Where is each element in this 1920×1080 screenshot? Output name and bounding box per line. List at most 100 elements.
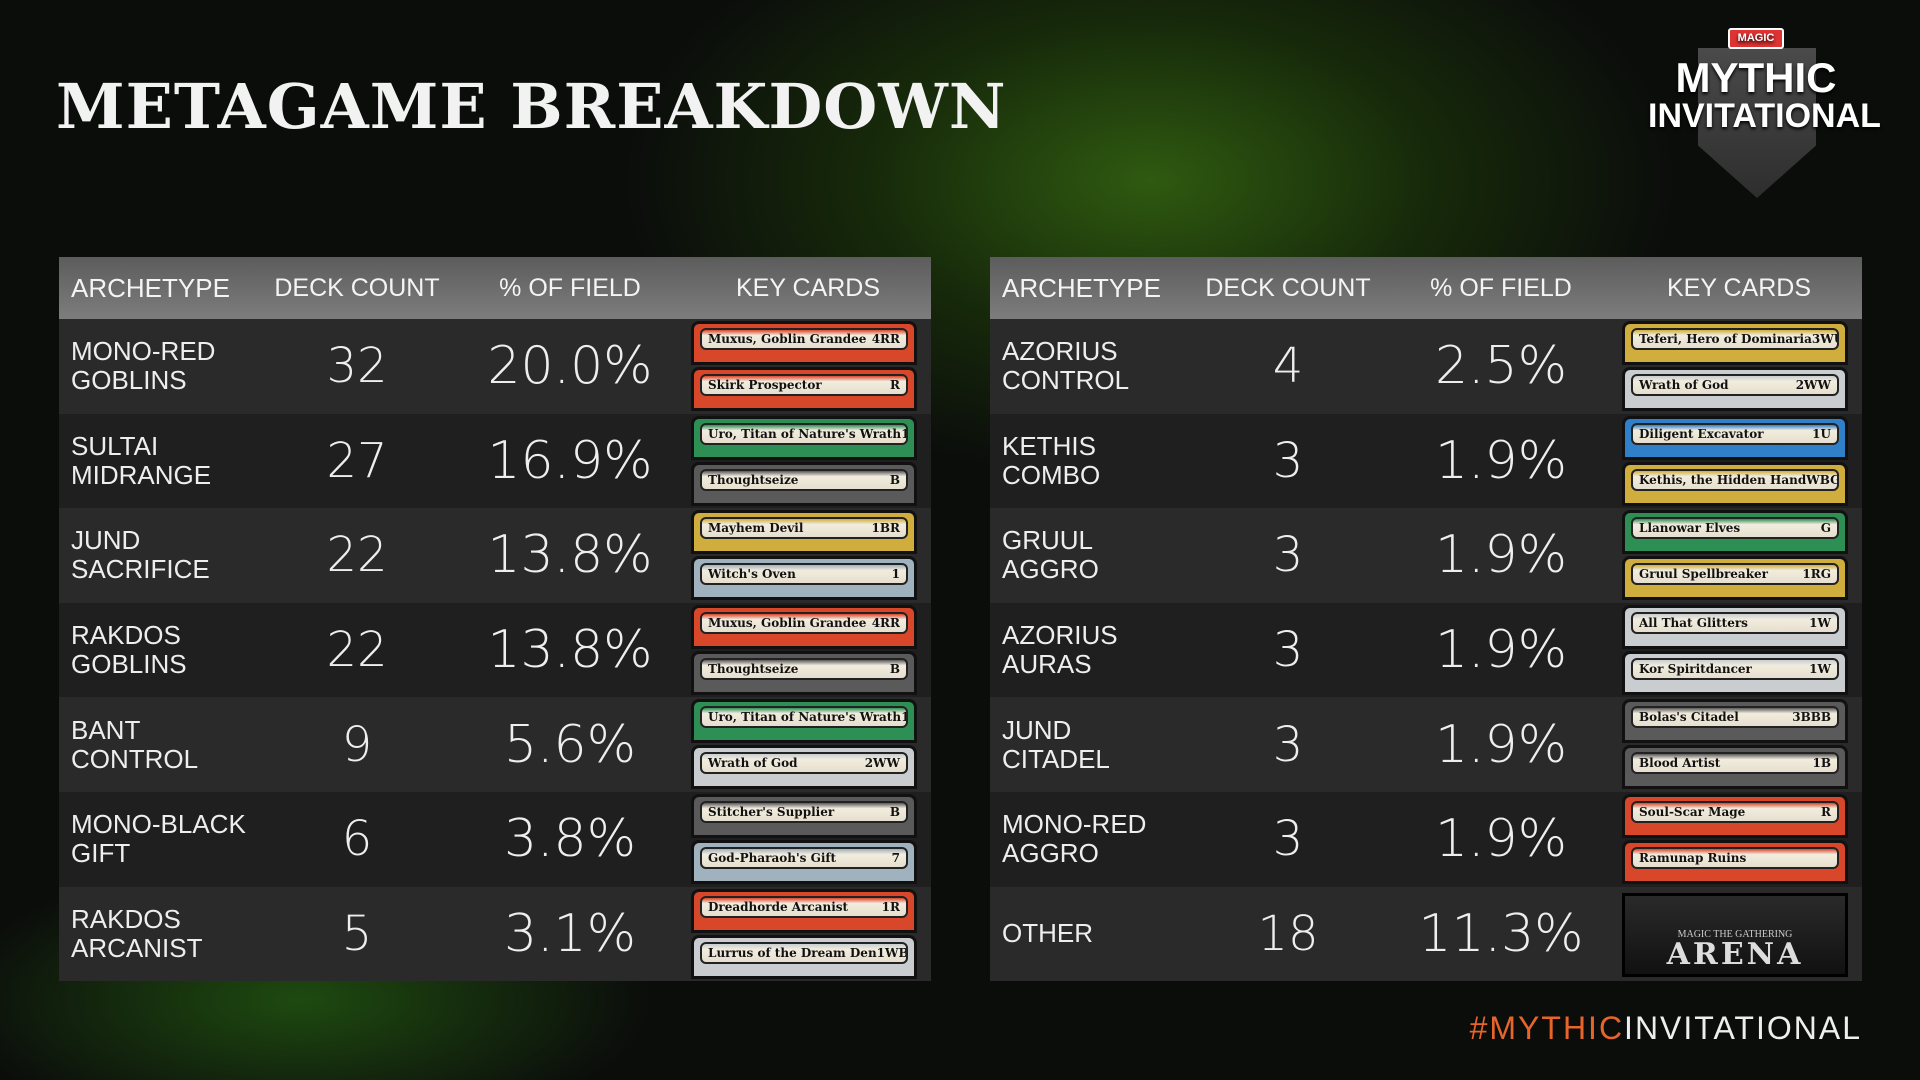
key-card: Gruul Spellbreaker 1RG <box>1622 556 1848 601</box>
archetype-line: GIFT <box>71 838 131 869</box>
card-name: Llanowar Elves <box>1639 521 1741 536</box>
percent-of-field: 13.8% <box>487 620 653 681</box>
card-title-bar: Ramunap Ruins <box>1631 846 1839 869</box>
table-row: JUND SACRIFICE 22 13.8% Mayhem Devil 1BR Witch… <box>59 508 931 603</box>
mana-cost: 2WW <box>864 756 900 771</box>
card-title-bar: Skirk Prospector R <box>700 374 908 396</box>
archetype-line: AZORIUS <box>1002 336 1118 367</box>
table-row: AZORIUS AURAS 3 1.9% All That Glitters 1W Kor … <box>990 602 1862 698</box>
metagame-table-right: ARCHETYPE DECK COUNT % OF FIELD KEY CARDS AZ… <box>990 257 1862 982</box>
arena-text: ARENA <box>1666 936 1804 972</box>
mana-cost: B <box>889 804 900 819</box>
archetype-line: MONO-RED <box>71 336 216 367</box>
key-card: All That Glitters 1W <box>1622 604 1848 649</box>
archetype-line: JUND <box>71 525 141 556</box>
arena-sub: MAGIC THE GATHERING <box>1677 928 1793 940</box>
key-card: Mayhem Devil 1BR <box>691 510 917 555</box>
key-card: Ramunap Ruins <box>1622 839 1848 884</box>
archetype-name: RAKDOS ARCANIST <box>59 903 259 963</box>
table-row: MONO-BLACK GIFT 6 3.8% Stitcher's Supplier B G… <box>59 791 931 887</box>
card-title-bar: Lurrus of the Dream Den 1WB <box>700 941 908 964</box>
card-name: Gruul Spellbreaker <box>1639 567 1768 582</box>
key-cards: Dreadhorde Arcanist 1R Lurrus of the Dream… <box>685 887 931 982</box>
card-name: Witch's Oven <box>708 567 796 582</box>
archetype-line: MONO-RED <box>1002 809 1147 840</box>
key-card: Teferi, Hero of Dominaria3WU <box>1622 321 1848 365</box>
mana-cost: 1WB <box>876 945 908 960</box>
card-name: All That Glitters <box>1639 615 1748 630</box>
table-row: MONO-RED AGGRO 3 1.9% Soul-Scar Mage R Ramunap… <box>990 791 1862 887</box>
key-card: Thoughtseize B <box>691 461 917 506</box>
card-title-bar: All That Glitters 1W <box>1631 611 1839 634</box>
deck-count: 3 <box>1272 432 1304 489</box>
archetype-line: MIDRANGE <box>71 459 212 490</box>
mana-cost: 1BR <box>871 521 900 536</box>
mana-cost: 3BBB <box>1792 710 1831 725</box>
card-title-bar: Muxus, Goblin Grandee 4RR <box>700 328 908 350</box>
key-card: Blood Artist 1B <box>1622 745 1848 790</box>
table-header: ARCHETYPE DECK COUNT % OF FIELD KEY CARDS <box>990 257 1862 319</box>
archetype-line: RAKDOS <box>71 903 181 934</box>
card-name: Teferi, Hero of Dominaria <box>1639 332 1812 346</box>
column-header: DECK COUNT <box>1205 273 1371 302</box>
percent-of-field: 3.8% <box>503 809 637 870</box>
mana-cost: 4RR <box>871 615 900 630</box>
mana-cost: 1GU <box>901 427 906 441</box>
mythic-invitational-logo: MAGIC MYTHIC INVITATIONAL <box>1648 26 1881 198</box>
card-name: Wrath of God <box>708 756 798 771</box>
card-name: Mayhem Devil <box>708 521 804 536</box>
percent-of-field: 16.9% <box>487 430 653 491</box>
card-title-bar: Wrath of God 2WW <box>700 752 908 775</box>
table-body: MONO-RED GOBLINS 32 20.0% Muxus, Goblin Gran… <box>59 319 931 982</box>
deck-count: 3 <box>1272 527 1304 584</box>
table-row: OTHER 18 11.3% MAGIC THE GATHERING ARENA <box>990 886 1862 982</box>
logo-line2: INVITATIONAL <box>1648 97 1881 135</box>
key-card: Thoughtseize B <box>691 650 917 695</box>
deck-count: 6 <box>341 811 373 868</box>
key-cards: Teferi, Hero of Dominaria3WU Wrath of God… <box>1616 319 1862 414</box>
card-title-bar: Witch's Oven 1 <box>700 563 908 586</box>
card-title-bar: Soul-Scar Mage R <box>1631 800 1839 823</box>
card-name: Kor Spiritdancer <box>1639 661 1752 676</box>
percent-of-field: 1.9% <box>1434 430 1568 491</box>
archetype-line: JUND <box>1002 714 1072 745</box>
key-card: Skirk Prospector R <box>691 367 917 411</box>
card-name: Diligent Excavator <box>1639 426 1764 441</box>
percent-of-field: 13.8% <box>487 525 653 586</box>
archetype-name: BANT CONTROL <box>59 715 259 774</box>
archetype-line: CONTROL <box>71 743 199 774</box>
mana-cost: 1GU <box>901 710 906 724</box>
mana-cost: B <box>889 472 900 487</box>
hashtag-mythic: #MYTHIC <box>1469 1010 1625 1046</box>
percent-of-field: 2.5% <box>1434 336 1568 397</box>
percent-of-field: 1.9% <box>1434 809 1568 870</box>
archetype-name: MONO-BLACK GIFT <box>59 810 259 868</box>
archetype-line: RAKDOS <box>71 620 181 651</box>
key-card: Stitcher's Supplier B <box>691 793 917 838</box>
key-card: God-Pharaoh's Gift 7 <box>691 839 917 884</box>
key-cards: Diligent Excavator 1U Kethis, the Hidden H… <box>1616 414 1862 509</box>
table-row: SULTAI MIDRANGE 27 16.9% Uro, Titan of Natur… <box>59 413 931 509</box>
card-title-bar: Wrath of God 2WW <box>1631 374 1839 396</box>
card-title-bar: Gruul Spellbreaker 1RG <box>1631 563 1839 586</box>
deck-count: 9 <box>341 716 373 773</box>
archetype-line: GOBLINS <box>71 649 187 680</box>
card-name: Dreadhorde Arcanist <box>708 899 849 914</box>
percent-of-field: 1.9% <box>1434 714 1568 775</box>
card-name: Wrath of God <box>1639 378 1729 392</box>
key-cards: Llanowar Elves G Gruul Spellbreaker 1RG <box>1616 508 1862 603</box>
table-row: JUND CITADEL 3 1.9% Bolas's Citadel 3BBB Blood… <box>990 697 1862 792</box>
arena-logo: MAGIC THE GATHERING ARENA <box>1622 892 1848 977</box>
mana-cost: 1R <box>881 899 900 914</box>
key-cards: Soul-Scar Mage R Ramunap Ruins <box>1616 792 1862 887</box>
table-row: GRUUL AGGRO 3 1.9% Llanowar Elves G Gruul Spel… <box>990 508 1862 603</box>
card-name: Thoughtseize <box>708 472 799 487</box>
key-card: Wrath of God 2WW <box>1622 367 1848 411</box>
key-cards: MAGIC THE GATHERING ARENA <box>1616 887 1862 982</box>
column-header: % OF FIELD <box>1430 273 1572 302</box>
key-card: Uro, Titan of Nature's Wrath1GU <box>691 699 917 744</box>
hashtag-invitational: INVITATIONAL <box>1624 1010 1862 1046</box>
column-header: % OF FIELD <box>499 273 641 302</box>
mana-cost: 1 <box>891 567 900 582</box>
metagame-table-left: ARCHETYPE DECK COUNT % OF FIELD KEY CARDS MO… <box>59 257 931 982</box>
